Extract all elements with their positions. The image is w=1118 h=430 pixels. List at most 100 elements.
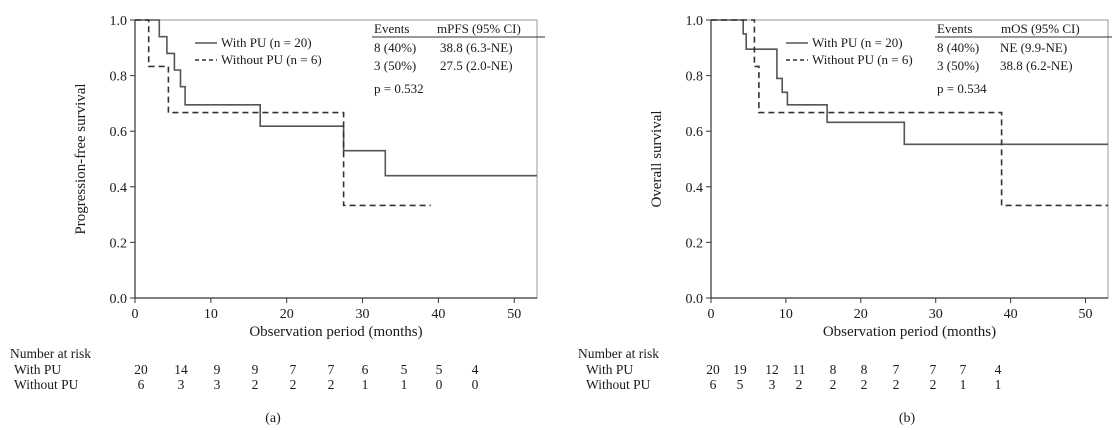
y-tick-label: 0.0 bbox=[686, 292, 704, 307]
risk-group-label: With PU bbox=[586, 362, 633, 377]
y-tick-label: 0.4 bbox=[686, 181, 704, 196]
risk-count: 2 bbox=[328, 377, 335, 392]
risk-count: 7 bbox=[290, 362, 297, 377]
risk-count: 2 bbox=[861, 377, 868, 392]
stats-header-events: Events bbox=[374, 21, 409, 36]
x-tick-label: 30 bbox=[929, 307, 943, 322]
risk-count: 6 bbox=[138, 377, 145, 392]
risk-count: 7 bbox=[893, 362, 900, 377]
stats-p-value: p = 0.532 bbox=[374, 81, 424, 96]
risk-count: 2 bbox=[796, 377, 803, 392]
risk-count: 5 bbox=[401, 362, 408, 377]
risk-count: 14 bbox=[174, 362, 188, 377]
risk-count: 7 bbox=[328, 362, 335, 377]
risk-count: 20 bbox=[706, 362, 720, 377]
risk-count: 1 bbox=[401, 377, 408, 392]
y-tick-label: 0.0 bbox=[110, 292, 128, 307]
y-tick-label: 0.4 bbox=[110, 181, 128, 196]
stats-p-value: p = 0.534 bbox=[937, 81, 987, 96]
x-tick-label: 20 bbox=[280, 307, 294, 322]
stats-header-median: mOS (95% CI) bbox=[1001, 21, 1080, 36]
risk-count: 1 bbox=[995, 377, 1002, 392]
legend-label: Without PU (n = 6) bbox=[221, 52, 322, 67]
x-axis-label: Observation period (months) bbox=[823, 324, 996, 340]
risk-count: 2 bbox=[290, 377, 297, 392]
risk-count: 0 bbox=[472, 377, 479, 392]
x-tick-label: 40 bbox=[431, 307, 445, 322]
stats-events-value: 8 (40%) bbox=[937, 40, 979, 55]
panel-a: 0.00.20.40.60.81.00 10 20 30 40 50Observation… bbox=[10, 14, 545, 426]
x-tick-label: 40 bbox=[1004, 307, 1018, 322]
risk-count: 1 bbox=[960, 377, 967, 392]
x-tick-label: 20 bbox=[854, 307, 868, 322]
risk-count: 7 bbox=[930, 362, 937, 377]
risk-count: 1 bbox=[362, 377, 369, 392]
risk-count: 2 bbox=[893, 377, 900, 392]
risk-count: 5 bbox=[436, 362, 443, 377]
x-tick-label: 10 bbox=[204, 307, 218, 322]
stats-header-events: Events bbox=[937, 21, 972, 36]
risk-count: 6 bbox=[710, 377, 717, 392]
legend-label: With PU (n = 20) bbox=[221, 35, 312, 50]
risk-group-label: Without PU bbox=[14, 377, 79, 392]
panel-caption: (b) bbox=[899, 411, 916, 426]
risk-count: 9 bbox=[252, 362, 259, 377]
y-tick-label: 0.2 bbox=[686, 236, 704, 251]
stats-events-value: 8 (40%) bbox=[374, 40, 416, 55]
risk-count: 3 bbox=[178, 377, 185, 392]
x-tick-label: 0 bbox=[708, 307, 715, 322]
risk-count: 8 bbox=[830, 362, 837, 377]
legend-label: Without PU (n = 6) bbox=[812, 52, 913, 67]
stats-header-median: mPFS (95% CI) bbox=[437, 21, 521, 36]
risk-count: 9 bbox=[214, 362, 221, 377]
y-axis-label: Overall survival bbox=[649, 110, 665, 207]
without-pu-curve bbox=[135, 19, 431, 207]
x-tick-label: 30 bbox=[356, 307, 370, 322]
risk-count: 11 bbox=[793, 362, 806, 377]
risk-count: 0 bbox=[436, 377, 443, 392]
risk-group-label: With PU bbox=[14, 362, 61, 377]
y-tick-label: 0.6 bbox=[110, 125, 128, 140]
risk-group-label: Without PU bbox=[586, 377, 651, 392]
y-tick-label: 0.8 bbox=[686, 70, 704, 85]
y-tick-label: 0.2 bbox=[110, 236, 128, 251]
risk-count: 19 bbox=[733, 362, 747, 377]
risk-table-title: Number at risk bbox=[10, 346, 91, 361]
risk-count: 5 bbox=[737, 377, 744, 392]
y-tick-label: 1.0 bbox=[686, 14, 704, 29]
stats-events-value: 3 (50%) bbox=[937, 58, 979, 73]
x-axis-label: Observation period (months) bbox=[249, 324, 422, 340]
panel-b: 0.0 0.2 0.4 0.6 0.8 1.0 0 10 20 30 40 50 Observation… bbox=[578, 14, 1112, 426]
stats-median-value: NE (9.9-NE) bbox=[1000, 40, 1067, 55]
risk-count: 3 bbox=[769, 377, 776, 392]
stats-median-value: 38.8 (6.2-NE) bbox=[1000, 58, 1073, 73]
risk-count: 6 bbox=[362, 362, 369, 377]
risk-count: 8 bbox=[861, 362, 868, 377]
y-axis-label: Progression-free survival bbox=[73, 83, 89, 234]
risk-count: 2 bbox=[930, 377, 937, 392]
risk-count: 7 bbox=[960, 362, 967, 377]
legend-label: With PU (n = 20) bbox=[812, 35, 903, 50]
risk-count: 12 bbox=[765, 362, 779, 377]
risk-count: 2 bbox=[252, 377, 259, 392]
x-tick-label: 0 bbox=[132, 307, 139, 322]
y-tick-label: 0.8 bbox=[110, 70, 128, 85]
y-tick-label: 0.6 bbox=[686, 125, 704, 140]
risk-count: 4 bbox=[472, 362, 479, 377]
with-pu-curve bbox=[135, 19, 537, 177]
x-tick-label: 50 bbox=[1079, 307, 1093, 322]
risk-count: 2 bbox=[830, 377, 837, 392]
without-pu-curve bbox=[711, 19, 1108, 207]
risk-table-title: Number at risk bbox=[578, 346, 659, 361]
stats-events-value: 3 (50%) bbox=[374, 58, 416, 73]
with-pu-curve bbox=[711, 19, 1108, 146]
x-tick-label: 10 bbox=[779, 307, 793, 322]
y-tick-label: 1.0 bbox=[110, 14, 128, 29]
risk-count: 4 bbox=[995, 362, 1002, 377]
stats-median-value: 27.5 (2.0-NE) bbox=[440, 58, 513, 73]
risk-count: 20 bbox=[134, 362, 148, 377]
risk-count: 3 bbox=[214, 377, 221, 392]
panel-caption: (a) bbox=[265, 411, 281, 426]
stats-median-value: 38.8 (6.3-NE) bbox=[440, 40, 513, 55]
